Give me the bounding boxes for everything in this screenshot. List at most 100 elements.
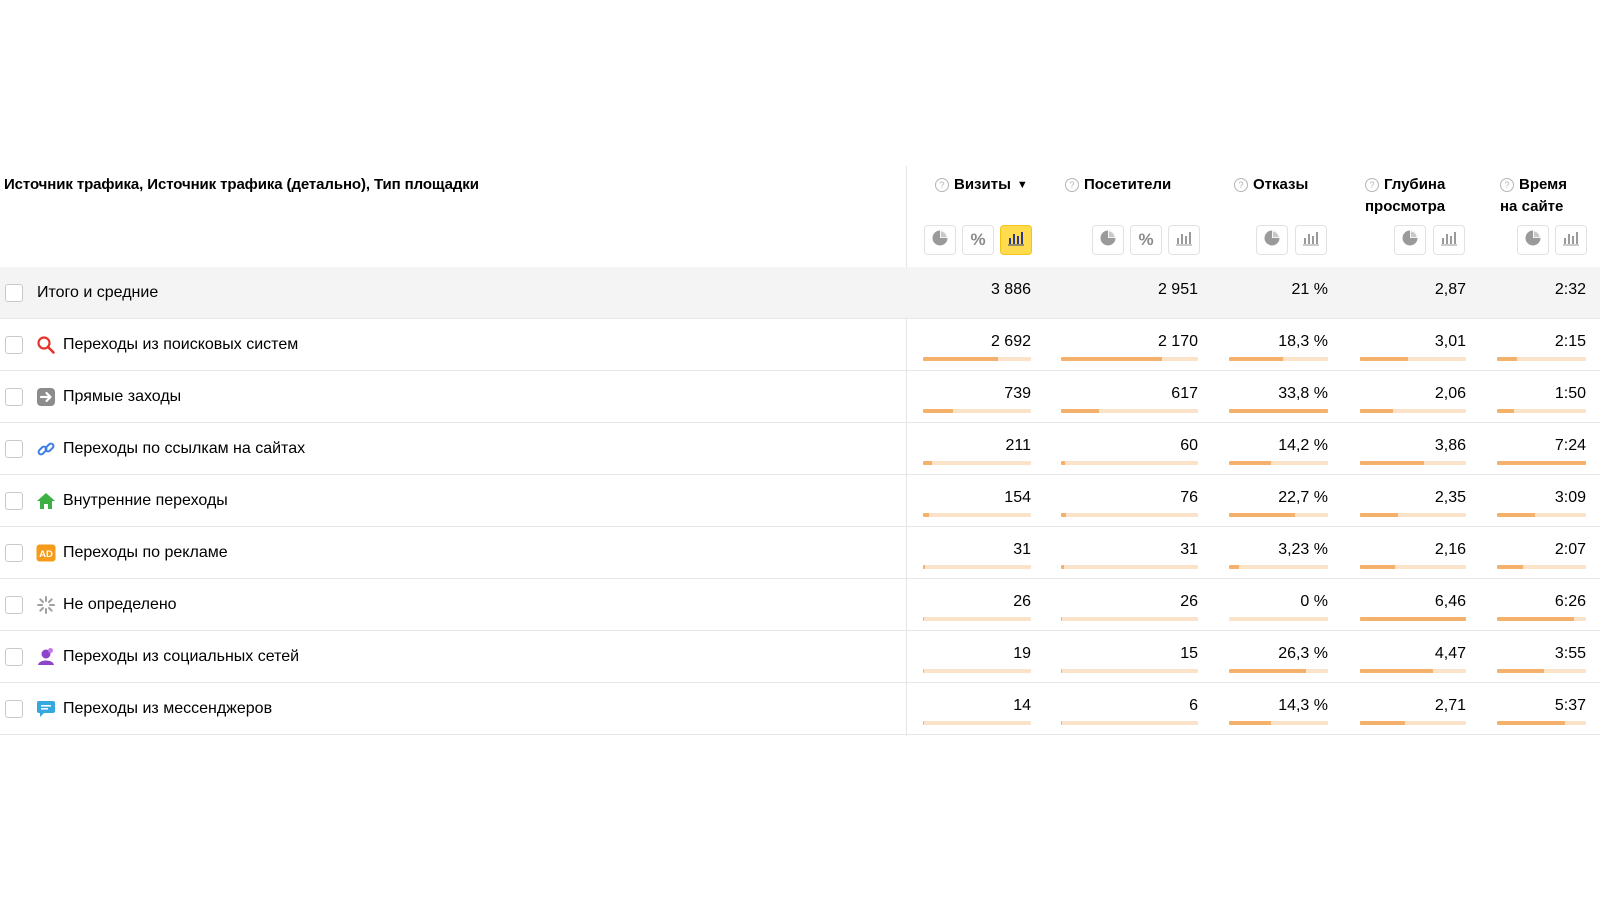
percent-toggle-button[interactable]: % (962, 225, 994, 255)
social-user-icon (36, 647, 56, 667)
row-label[interactable]: Переходы из поисковых систем (63, 336, 299, 353)
totals-cell-depth: 2,87 (1434, 281, 1466, 298)
chat-bubble-icon (36, 699, 56, 719)
share-bar (1229, 565, 1328, 569)
metric-title: Глубина (1384, 176, 1446, 193)
share-bar-fill (1061, 721, 1063, 725)
metric-title: Отказы (1253, 176, 1309, 193)
share-bar-fill (1061, 461, 1066, 465)
column-header-bounces[interactable]: ? Отказы (1234, 174, 1308, 196)
share-bar (1360, 409, 1466, 413)
table-row-totals: Итого и средние 3 886 2 951 21 % 2,87 2:32 (0, 267, 1600, 319)
row-checkbox[interactable] (5, 700, 23, 718)
column-header-visitors[interactable]: ? Посетители (1065, 174, 1171, 196)
pie-chart-button[interactable] (1394, 225, 1426, 255)
share-bar-fill (1497, 721, 1565, 725)
pie-chart-button[interactable] (1092, 225, 1124, 255)
help-icon[interactable]: ? (1065, 178, 1079, 192)
pie-chart-button[interactable] (1517, 225, 1549, 255)
cell-bounces: 18,3 % (1278, 333, 1328, 350)
row-checkbox[interactable] (5, 336, 23, 354)
table-row: Переходы из социальных сетей 19 15 26,3 % 4,… (0, 631, 1600, 683)
sort-desc-icon[interactable]: ▼ (1016, 179, 1028, 191)
report-table: Источник трафика, Источник трафика (дета… (0, 166, 1600, 736)
share-bar (1061, 357, 1198, 361)
table-row: Прямые заходы 739 617 33,8 % 2,06 1:50 (0, 371, 1600, 423)
row-checkbox[interactable] (5, 544, 23, 562)
bar-chart-button[interactable] (1555, 225, 1587, 255)
percent-toggle-button[interactable]: % (1130, 225, 1162, 255)
column-header-visits[interactable]: ? Визиты ▼ (935, 174, 1028, 196)
cell-depth: 2,35 (1434, 489, 1466, 506)
share-bar-fill (923, 357, 998, 361)
metric-title: Визиты (954, 176, 1011, 193)
table-row: Внутренние переходы 154 76 22,7 % 2,35 3:09 (0, 475, 1600, 527)
cell-time: 2:07 (1554, 541, 1586, 558)
row-checkbox[interactable] (5, 492, 23, 510)
share-bar-fill (1360, 617, 1466, 621)
share-bar-fill (1360, 721, 1405, 725)
share-bar (1229, 617, 1328, 621)
table-row: Не определено 26 26 0 % 6,46 6:26 (0, 579, 1600, 631)
share-bar-fill (1360, 669, 1434, 673)
row-checkbox[interactable] (5, 596, 23, 614)
pie-chart-button[interactable] (1256, 225, 1288, 255)
help-icon[interactable]: ? (1500, 178, 1514, 192)
share-bar-fill (1229, 461, 1271, 465)
help-icon[interactable]: ? (1234, 178, 1248, 192)
cell-time: 5:37 (1554, 697, 1586, 714)
row-label[interactable]: Переходы по рекламе (63, 544, 228, 561)
row-label[interactable]: Переходы из социальных сетей (63, 648, 300, 665)
row-label[interactable]: Переходы по ссылкам на сайтах (63, 440, 306, 457)
row-label[interactable]: Переходы из мессенджеров (63, 700, 273, 717)
pie-chart-button[interactable] (924, 225, 956, 255)
share-bar (1360, 461, 1466, 465)
cell-visits: 19 (1013, 645, 1031, 662)
cell-bounces: 14,2 % (1278, 437, 1328, 454)
share-bar (1497, 669, 1586, 673)
bar-chart-button[interactable] (1000, 225, 1032, 255)
share-bar (923, 357, 1031, 361)
cell-visitors: 26 (1180, 593, 1198, 610)
row-checkbox[interactable] (5, 388, 23, 406)
bar-chart-button[interactable] (1295, 225, 1327, 255)
totals-cell-time: 2:32 (1554, 281, 1586, 298)
help-icon[interactable]: ? (1365, 178, 1379, 192)
row-label[interactable]: Внутренние переходы (63, 492, 228, 509)
share-bar-fill (1497, 669, 1545, 673)
cell-visits: 14 (1013, 697, 1031, 714)
row-checkbox[interactable] (5, 648, 23, 666)
totals-label: Итого и средние (37, 284, 159, 301)
cell-time: 1:50 (1554, 385, 1586, 402)
share-bar-fill (1360, 357, 1408, 361)
share-bar (1360, 565, 1466, 569)
share-bar-fill (923, 461, 932, 465)
row-checkbox[interactable] (5, 440, 23, 458)
bar-chart-button[interactable] (1433, 225, 1465, 255)
bar-chart-icon (1175, 230, 1193, 251)
cell-bounces: 26,3 % (1278, 645, 1328, 662)
share-bar (1497, 409, 1586, 413)
cell-visits: 211 (1005, 437, 1031, 454)
share-bar-fill (1061, 565, 1064, 569)
arrow-right-icon (36, 387, 56, 407)
cell-visitors: 76 (1180, 489, 1198, 506)
cell-bounces: 22,7 % (1278, 489, 1328, 506)
help-icon[interactable]: ? (935, 178, 949, 192)
metric-title: просмотра (1365, 198, 1446, 215)
cell-depth: 4,47 (1434, 645, 1466, 662)
cell-depth: 2,71 (1434, 697, 1466, 714)
bar-chart-icon (1440, 230, 1458, 251)
column-header-depth[interactable]: ? Глубина просмотра (1365, 174, 1445, 218)
share-bar (923, 565, 1031, 569)
column-header-time[interactable]: ? Время на сайте (1500, 174, 1567, 218)
share-bar (1061, 669, 1198, 673)
row-checkbox[interactable] (5, 284, 23, 302)
bar-chart-button[interactable] (1168, 225, 1200, 255)
row-label[interactable]: Не определено (63, 596, 177, 613)
share-bar-fill (1061, 513, 1067, 517)
row-label[interactable]: Прямые заходы (63, 388, 182, 405)
share-bar-fill (1497, 409, 1514, 413)
cell-visitors: 31 (1180, 541, 1198, 558)
share-bar-fill (1497, 513, 1536, 517)
